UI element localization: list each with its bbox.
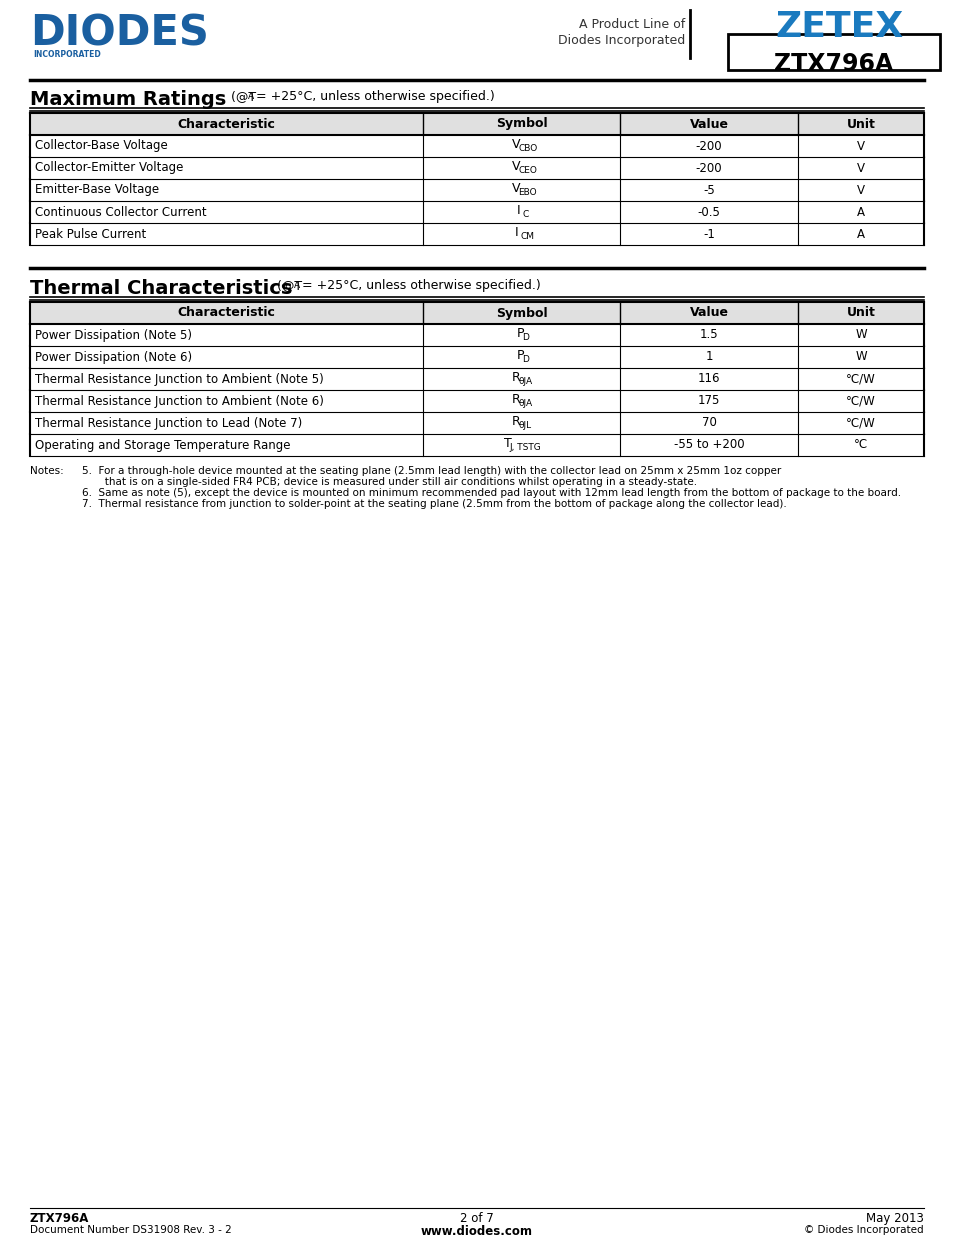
Text: Characteristic: Characteristic	[177, 117, 275, 131]
Text: Diodes Incorporated: Diodes Incorporated	[558, 35, 684, 47]
Text: DIODES: DIODES	[30, 12, 209, 54]
Text: 2 of 7: 2 of 7	[459, 1212, 494, 1225]
Text: -0.5: -0.5	[697, 205, 720, 219]
Bar	[727, 35, 939, 70]
Text: CM: CM	[519, 232, 534, 241]
Text: Value: Value	[689, 306, 728, 320]
Text: -200: -200	[695, 140, 721, 152]
Text: P: P	[516, 350, 523, 362]
Text: 5.  For a through-hole device mounted at the seating plane (2.5mm lead length) w: 5. For a through-hole device mounted at …	[82, 466, 781, 475]
Text: Unit: Unit	[845, 306, 875, 320]
Text: R: R	[512, 415, 520, 429]
Text: (@T: (@T	[227, 90, 255, 103]
Text: V: V	[856, 140, 864, 152]
Text: ZTX796A: ZTX796A	[30, 1212, 90, 1225]
Text: Thermal Resistance Junction to Ambient (Note 6): Thermal Resistance Junction to Ambient (…	[35, 394, 323, 408]
Text: °C: °C	[853, 438, 867, 452]
Text: 175: 175	[697, 394, 720, 408]
Text: -5: -5	[702, 184, 714, 196]
Text: Emitter-Base Voltage: Emitter-Base Voltage	[35, 184, 159, 196]
Text: Operating and Storage Temperature Range: Operating and Storage Temperature Range	[35, 438, 291, 452]
Text: J, TSTG: J, TSTG	[509, 443, 541, 452]
Text: www.diodes.com: www.diodes.com	[420, 1225, 533, 1235]
Text: 70: 70	[700, 416, 716, 430]
Text: 1: 1	[704, 351, 712, 363]
Bar	[30, 303, 923, 324]
Text: I: I	[516, 204, 519, 217]
Text: V: V	[856, 162, 864, 174]
Text: CEO: CEO	[517, 165, 537, 175]
Text: Value: Value	[689, 117, 728, 131]
Text: θJA: θJA	[517, 399, 532, 408]
Text: Notes:: Notes:	[30, 466, 64, 475]
Text: Collector-Emitter Voltage: Collector-Emitter Voltage	[35, 162, 183, 174]
Text: that is on a single-sided FR4 PCB; device is measured under still air conditions: that is on a single-sided FR4 PCB; devic…	[82, 477, 697, 487]
Text: A: A	[248, 91, 253, 101]
Text: ZTX796A: ZTX796A	[774, 52, 893, 77]
Text: 116: 116	[697, 373, 720, 385]
Text: R: R	[512, 393, 520, 406]
Text: 6.  Same as note (5), except the device is mounted on minimum recommended pad la: 6. Same as note (5), except the device i…	[82, 488, 901, 498]
Bar	[30, 112, 923, 135]
Text: EBO: EBO	[517, 188, 537, 198]
Text: Characteristic: Characteristic	[177, 306, 275, 320]
Text: CBO: CBO	[517, 144, 537, 153]
Text: °C/W: °C/W	[845, 373, 875, 385]
Text: Thermal Resistance Junction to Ambient (Note 5): Thermal Resistance Junction to Ambient (…	[35, 373, 323, 385]
Text: -55 to +200: -55 to +200	[673, 438, 743, 452]
Text: W: W	[854, 329, 866, 342]
Text: = +25°C, unless otherwise specified.): = +25°C, unless otherwise specified.)	[297, 279, 540, 291]
Text: T: T	[503, 437, 511, 450]
Text: Document Number DS31908 Rev. 3 - 2: Document Number DS31908 Rev. 3 - 2	[30, 1225, 232, 1235]
Text: °C/W: °C/W	[845, 394, 875, 408]
Text: (@T: (@T	[273, 279, 302, 291]
Text: May 2013: May 2013	[865, 1212, 923, 1225]
Text: Symbol: Symbol	[496, 306, 547, 320]
Text: A Product Line of: A Product Line of	[578, 19, 684, 31]
Text: -200: -200	[695, 162, 721, 174]
Text: Power Dissipation (Note 6): Power Dissipation (Note 6)	[35, 351, 192, 363]
Text: W: W	[854, 351, 866, 363]
Text: Symbol: Symbol	[496, 117, 547, 131]
Text: © Diodes Incorporated: © Diodes Incorporated	[803, 1225, 923, 1235]
Text: = +25°C, unless otherwise specified.): = +25°C, unless otherwise specified.)	[252, 90, 495, 103]
Text: C: C	[522, 210, 528, 219]
Text: ZETEX: ZETEX	[775, 10, 903, 44]
Text: V: V	[512, 182, 520, 195]
Text: A: A	[294, 282, 300, 290]
Text: Peak Pulse Current: Peak Pulse Current	[35, 227, 146, 241]
Text: A: A	[856, 227, 864, 241]
Text: θJL: θJL	[517, 421, 531, 430]
Text: Maximum Ratings: Maximum Ratings	[30, 90, 226, 109]
Text: Continuous Collector Current: Continuous Collector Current	[35, 205, 207, 219]
Text: V: V	[856, 184, 864, 196]
Text: Thermal Characteristics: Thermal Characteristics	[30, 279, 292, 298]
Text: Power Dissipation (Note 5): Power Dissipation (Note 5)	[35, 329, 192, 342]
Text: Collector-Base Voltage: Collector-Base Voltage	[35, 140, 168, 152]
Text: °C/W: °C/W	[845, 416, 875, 430]
Text: Unit: Unit	[845, 117, 875, 131]
Text: V: V	[512, 138, 520, 151]
Text: INCORPORATED: INCORPORATED	[33, 49, 101, 59]
Text: 1.5: 1.5	[699, 329, 718, 342]
Text: P: P	[516, 327, 523, 340]
Text: V: V	[512, 161, 520, 173]
Text: R: R	[512, 370, 520, 384]
Text: θJA: θJA	[517, 377, 532, 387]
Text: -1: -1	[702, 227, 714, 241]
Text: D: D	[522, 333, 529, 342]
Text: D: D	[522, 354, 529, 364]
Text: Thermal Resistance Junction to Lead (Note 7): Thermal Resistance Junction to Lead (Not…	[35, 416, 302, 430]
Text: 7.  Thermal resistance from junction to solder-point at the seating plane (2.5mm: 7. Thermal resistance from junction to s…	[82, 499, 786, 509]
Text: I: I	[514, 226, 517, 240]
Text: A: A	[856, 205, 864, 219]
